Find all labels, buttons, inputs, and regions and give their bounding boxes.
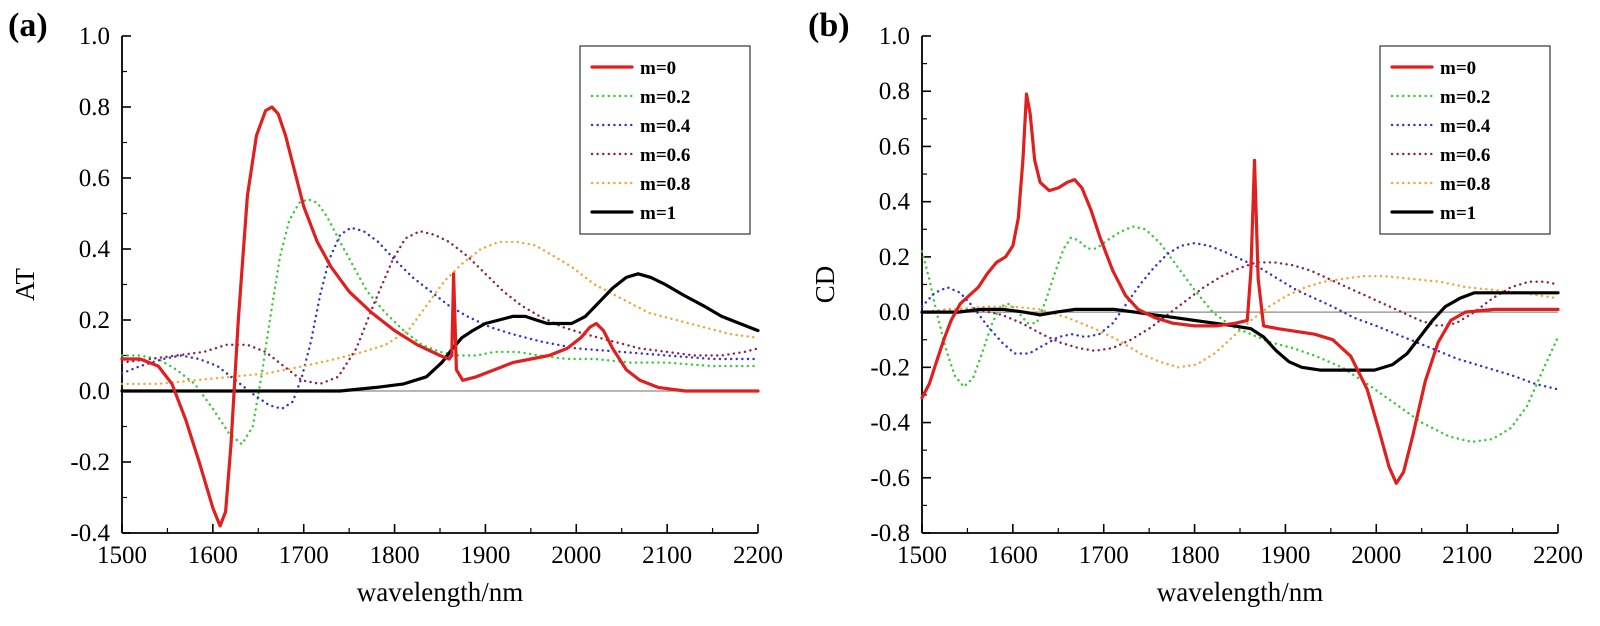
series-lines <box>120 105 760 528</box>
x-tick-label: 1500 <box>97 542 147 569</box>
x-axis-title: wavelength/nm <box>357 577 523 607</box>
legend-box <box>579 45 751 235</box>
y-tick-label: -0.8 <box>870 520 910 547</box>
y-axis-title: CD <box>810 266 840 304</box>
series-line-m-0-8 <box>920 275 1560 369</box>
series-lines <box>920 92 1560 485</box>
series-line-m-0-4 <box>920 241 1560 391</box>
x-tick-label: 2100 <box>1442 542 1492 569</box>
legend-label-m-0-8: m=0.8 <box>640 174 690 195</box>
legend-label-m-0-2: m=0.2 <box>640 87 690 108</box>
series-line-m-0-2 <box>120 198 760 446</box>
y-tick-label: 0.8 <box>879 78 910 105</box>
y-tick-label: -0.6 <box>870 465 910 492</box>
legend-label-m-0-8: m=0.8 <box>1440 174 1490 195</box>
x-tick-label: 1900 <box>460 542 510 569</box>
y-tick-label: 0.0 <box>79 378 110 405</box>
y-tick-label: 0.4 <box>879 189 911 216</box>
chart-svg-a: 1500 1600 1700 1800 1900 2000 2100 2200 -0.4 -0.2… <box>8 7 783 607</box>
y-tick-label: 1.0 <box>79 23 110 50</box>
x-tick-label: 2100 <box>642 542 692 569</box>
series-line-m-0-6 <box>920 261 1560 352</box>
x-tick-label: 2200 <box>1533 542 1583 569</box>
series-line-m-0-6 <box>120 230 760 386</box>
y-tick-label: 0.2 <box>879 244 910 271</box>
y-tick-label: 0.6 <box>79 165 110 192</box>
ticks: 1500 1600 1700 1800 1900 2000 2100 2200 -0.4 -0.2… <box>70 23 783 569</box>
legend-label-m-0: m=0 <box>1440 58 1476 79</box>
series-line-m-0 <box>920 92 1560 485</box>
panel-label: (a) <box>8 7 48 44</box>
y-tick-label: 0.0 <box>879 299 910 326</box>
x-tick-label: 1900 <box>1260 542 1310 569</box>
y-tick-label: 0.4 <box>79 236 111 263</box>
y-tick-label: 0.2 <box>79 307 110 334</box>
legend: m=0 m=0.2 m=0.4 m=0.6 m=0.8 m=1 <box>1379 45 1551 235</box>
series-line-m-0-8 <box>120 240 760 386</box>
y-tick-label: -0.2 <box>70 449 110 476</box>
legend-label-m-0: m=0 <box>640 58 676 79</box>
x-tick-label: 2000 <box>551 542 601 569</box>
x-tick-label: 2000 <box>1351 542 1401 569</box>
chart-svg-b: 1500 1600 1700 1800 1900 2000 2100 2200 -0.8 -0.6… <box>808 7 1583 607</box>
series-line-m-1 <box>920 291 1560 372</box>
series-line-m-0-4 <box>120 226 760 410</box>
y-tick-label: -0.4 <box>70 520 110 547</box>
x-tick-label: 2200 <box>733 542 783 569</box>
legend-label-m-0-6: m=0.6 <box>640 145 690 166</box>
legend-label-m-1: m=1 <box>1440 203 1476 224</box>
x-tick-label: 1800 <box>370 542 420 569</box>
x-tick-label: 1500 <box>897 542 947 569</box>
series-line-m-0 <box>120 105 760 528</box>
chart-panel-b: 1500 1600 1700 1800 1900 2000 2100 2200 -0.8 -0.6… <box>800 0 1600 621</box>
legend-label-m-0-2: m=0.2 <box>1440 87 1490 108</box>
series-line-m-0-2 <box>920 225 1560 444</box>
x-tick-label: 1600 <box>988 542 1038 569</box>
legend: m=0 m=0.2 m=0.4 m=0.6 m=0.8 m=1 <box>579 45 751 235</box>
y-tick-label: -0.2 <box>870 354 910 381</box>
panel-label: (b) <box>808 7 850 44</box>
x-tick-label: 1700 <box>1079 542 1129 569</box>
ticks: 1500 1600 1700 1800 1900 2000 2100 2200 -0.8 -0.6… <box>870 23 1583 569</box>
y-tick-label: 0.6 <box>879 133 910 160</box>
x-tick-label: 1600 <box>188 542 238 569</box>
y-axis-title: AT <box>10 267 40 301</box>
series-line-m-1 <box>120 272 760 393</box>
x-axis-title: wavelength/nm <box>1157 577 1323 607</box>
y-tick-label: 0.8 <box>79 94 110 121</box>
legend-box <box>1379 45 1551 235</box>
y-tick-label: 1.0 <box>879 23 910 50</box>
y-tick-label: -0.4 <box>870 410 910 437</box>
legend-label-m-0-4: m=0.4 <box>1440 116 1491 137</box>
legend-label-m-0-4: m=0.4 <box>640 116 691 137</box>
chart-panel-a: 1500 1600 1700 1800 1900 2000 2100 2200 -0.4 -0.2… <box>0 0 800 621</box>
legend-label-m-1: m=1 <box>640 203 676 224</box>
x-tick-label: 1800 <box>1170 542 1220 569</box>
x-tick-label: 1700 <box>279 542 329 569</box>
legend-label-m-0-6: m=0.6 <box>1440 145 1490 166</box>
